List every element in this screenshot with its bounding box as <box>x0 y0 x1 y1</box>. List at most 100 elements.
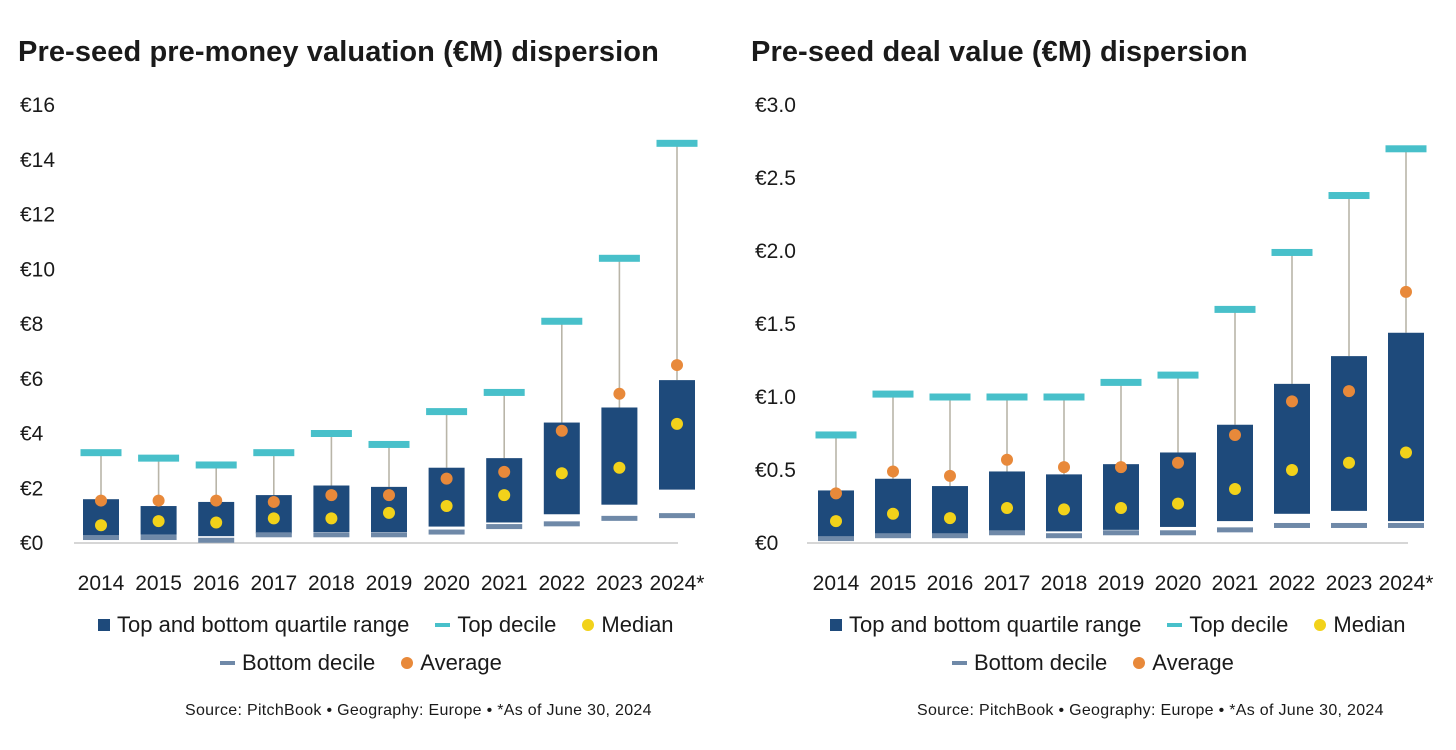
top-decile-marker <box>598 254 640 262</box>
legend-label-median: Median <box>601 612 674 637</box>
legend-item-median: Median <box>1314 612 1406 638</box>
median-point <box>1286 464 1298 476</box>
average-point <box>1229 428 1241 441</box>
quartile-box <box>875 478 911 535</box>
quartile-box <box>1331 356 1367 511</box>
median-point <box>887 507 899 520</box>
legend-label-quartile: Top and bottom quartile range <box>849 612 1142 637</box>
average-point <box>210 494 223 507</box>
box-group <box>598 254 640 521</box>
top-decile-marker <box>368 440 410 448</box>
average-point <box>95 494 107 507</box>
top-decile-marker <box>195 461 237 469</box>
x-tick-label: 2018 <box>308 572 355 595</box>
box-group <box>656 139 698 519</box>
quartile-box <box>1388 332 1424 522</box>
median-point <box>152 515 165 528</box>
bottom-decile-marker <box>1160 530 1196 536</box>
legend-label-bottom-decile: Bottom decile <box>974 650 1108 675</box>
x-tick-label: 2014 <box>813 572 860 595</box>
y-tick-label: €6 <box>20 368 43 391</box>
top-decile-marker <box>1385 145 1427 153</box>
bottom-decile-marker <box>140 535 177 541</box>
top-decile-marker <box>1214 305 1256 313</box>
legend-swatch-median <box>1314 619 1327 631</box>
legend-swatch-average <box>1133 657 1146 669</box>
box-group <box>1328 192 1370 528</box>
y-tick-label: €16 <box>20 94 55 117</box>
top-decile-marker <box>1157 371 1199 379</box>
y-tick-label: €2 <box>20 477 43 500</box>
average-point <box>1286 395 1298 408</box>
legend-item-top-decile: Top decile <box>435 612 556 638</box>
median-point <box>325 512 338 525</box>
bottom-decile-marker <box>83 535 119 541</box>
top-decile-marker <box>1271 248 1313 256</box>
average-point <box>325 489 338 502</box>
box-group <box>1100 378 1142 536</box>
y-tick-label: €0 <box>755 532 778 555</box>
box-group <box>929 393 971 539</box>
x-tick-label: 2021 <box>481 572 528 595</box>
bottom-decile-marker <box>371 532 407 538</box>
average-point <box>383 489 395 502</box>
valuation-dispersion-chart: €0 €2 €4 €6 €8 €10 €12 €14 €16 2014 2015 2016 2017 20… <box>20 94 705 595</box>
quartile-box <box>659 380 695 490</box>
median-point <box>383 506 395 519</box>
bottom-decile-marker <box>989 530 1025 536</box>
average-point <box>267 495 280 508</box>
bottom-decile-marker <box>313 532 350 538</box>
x-tick-label: 2020 <box>1155 572 1202 595</box>
x-tick-label: 2022 <box>538 572 585 595</box>
x-tick-label: 2020 <box>423 572 470 595</box>
y-tick-label: €1.5 <box>755 313 796 336</box>
top-decile-marker <box>815 431 857 439</box>
median-point <box>944 512 956 525</box>
y-tick-label: €3.0 <box>755 94 796 117</box>
x-tick-label: 2024* <box>650 572 705 595</box>
box-group <box>1385 145 1427 528</box>
source-note: Source: PitchBook • Geography: Europe • … <box>917 702 1384 719</box>
deal-value-dispersion-chart: €0 €0.5 €1.0 €1.5 €2.0 €2.5 €3.0 2014 2015 2016 20… <box>755 94 1433 595</box>
legend-label-top-decile: Top decile <box>457 612 557 637</box>
legend-label-bottom-decile: Bottom decile <box>242 650 376 675</box>
legend-swatch-average <box>401 657 414 669</box>
quartile-box <box>932 486 968 535</box>
top-decile-marker <box>1043 393 1085 401</box>
source-note: Source: PitchBook • Geography: Europe • … <box>185 702 652 719</box>
box-group <box>1271 248 1313 528</box>
quartile-box <box>1103 464 1139 530</box>
bottom-decile-marker <box>875 533 911 539</box>
legend-item-average: Average <box>1133 650 1234 676</box>
x-tick-label: 2023 <box>596 572 643 595</box>
box-group <box>195 461 237 543</box>
average-point <box>944 469 956 482</box>
average-point <box>613 387 626 400</box>
legend-swatch-bottom-decile <box>952 661 967 665</box>
bottom-decile-marker <box>818 536 854 542</box>
average-point <box>152 494 165 507</box>
quartile-box <box>989 471 1025 532</box>
legend-swatch-bottom-decile <box>220 661 235 665</box>
median-point <box>830 515 842 528</box>
y-tick-label: €12 <box>20 204 55 227</box>
top-decile-marker <box>426 408 468 416</box>
average-point <box>830 487 842 500</box>
y-tick-label: €14 <box>20 149 55 172</box>
legend-item-top-decile: Top decile <box>1167 612 1288 638</box>
y-tick-label: €8 <box>20 313 43 336</box>
average-point <box>1115 461 1127 474</box>
bottom-decile-marker <box>1046 533 1082 539</box>
box-group <box>872 390 914 539</box>
legend-swatch-quartile <box>98 619 110 631</box>
median-point <box>1229 482 1241 495</box>
x-tick-label: 2016 <box>193 572 240 595</box>
average-point <box>887 465 899 478</box>
top-decile-marker <box>138 454 180 462</box>
box-group <box>815 431 857 542</box>
legend-label-average: Average <box>1152 650 1234 675</box>
y-tick-label: €0.5 <box>755 459 796 482</box>
y-tick-label: €0 <box>20 532 43 555</box>
valuation-chart-panel: Pre-seed pre-money valuation (€M) disper… <box>18 36 705 719</box>
top-decile-marker <box>1100 378 1142 386</box>
